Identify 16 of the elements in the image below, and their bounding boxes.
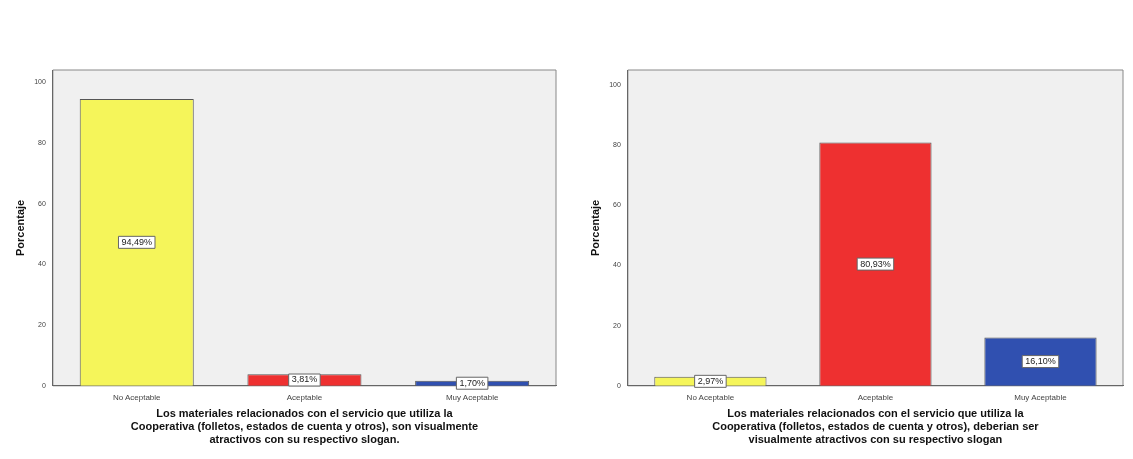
data-label: 3,81% bbox=[291, 374, 318, 385]
x-tick-label: No Aceptable bbox=[112, 392, 162, 402]
x-tick-label: No Aceptable bbox=[686, 392, 735, 402]
x-tick-label: Muy Aceptable bbox=[1014, 392, 1068, 402]
x-tick-label: Aceptable bbox=[286, 392, 323, 402]
x-tick-label: Aceptable bbox=[857, 392, 894, 402]
data-label: 16,10% bbox=[1025, 356, 1056, 367]
y-axis-title: Porcentaje bbox=[13, 199, 26, 257]
data-label: 80,93% bbox=[860, 258, 891, 269]
y-axis-title: Porcentaje bbox=[588, 199, 601, 257]
data-label: 2,97% bbox=[697, 375, 724, 386]
x-axis-title: Los materiales relacionados con el servicio que utiliza la Cooperativa (folletos, estados de cuenta y otros), son visualmente atractivos con su respectivo slogan. bbox=[130, 407, 479, 446]
data-label: 94,49% bbox=[121, 236, 152, 247]
x-axis-title: Los materiales relacionados con el servicio que utiliza la Cooperativa (folletos, estados de cuenta y otros), deberian ser visualmente atractivos con su respectivo slogan bbox=[712, 407, 1040, 446]
data-label: 1,70% bbox=[459, 377, 485, 388]
x-tick-label: Muy Aceptable bbox=[445, 392, 499, 402]
